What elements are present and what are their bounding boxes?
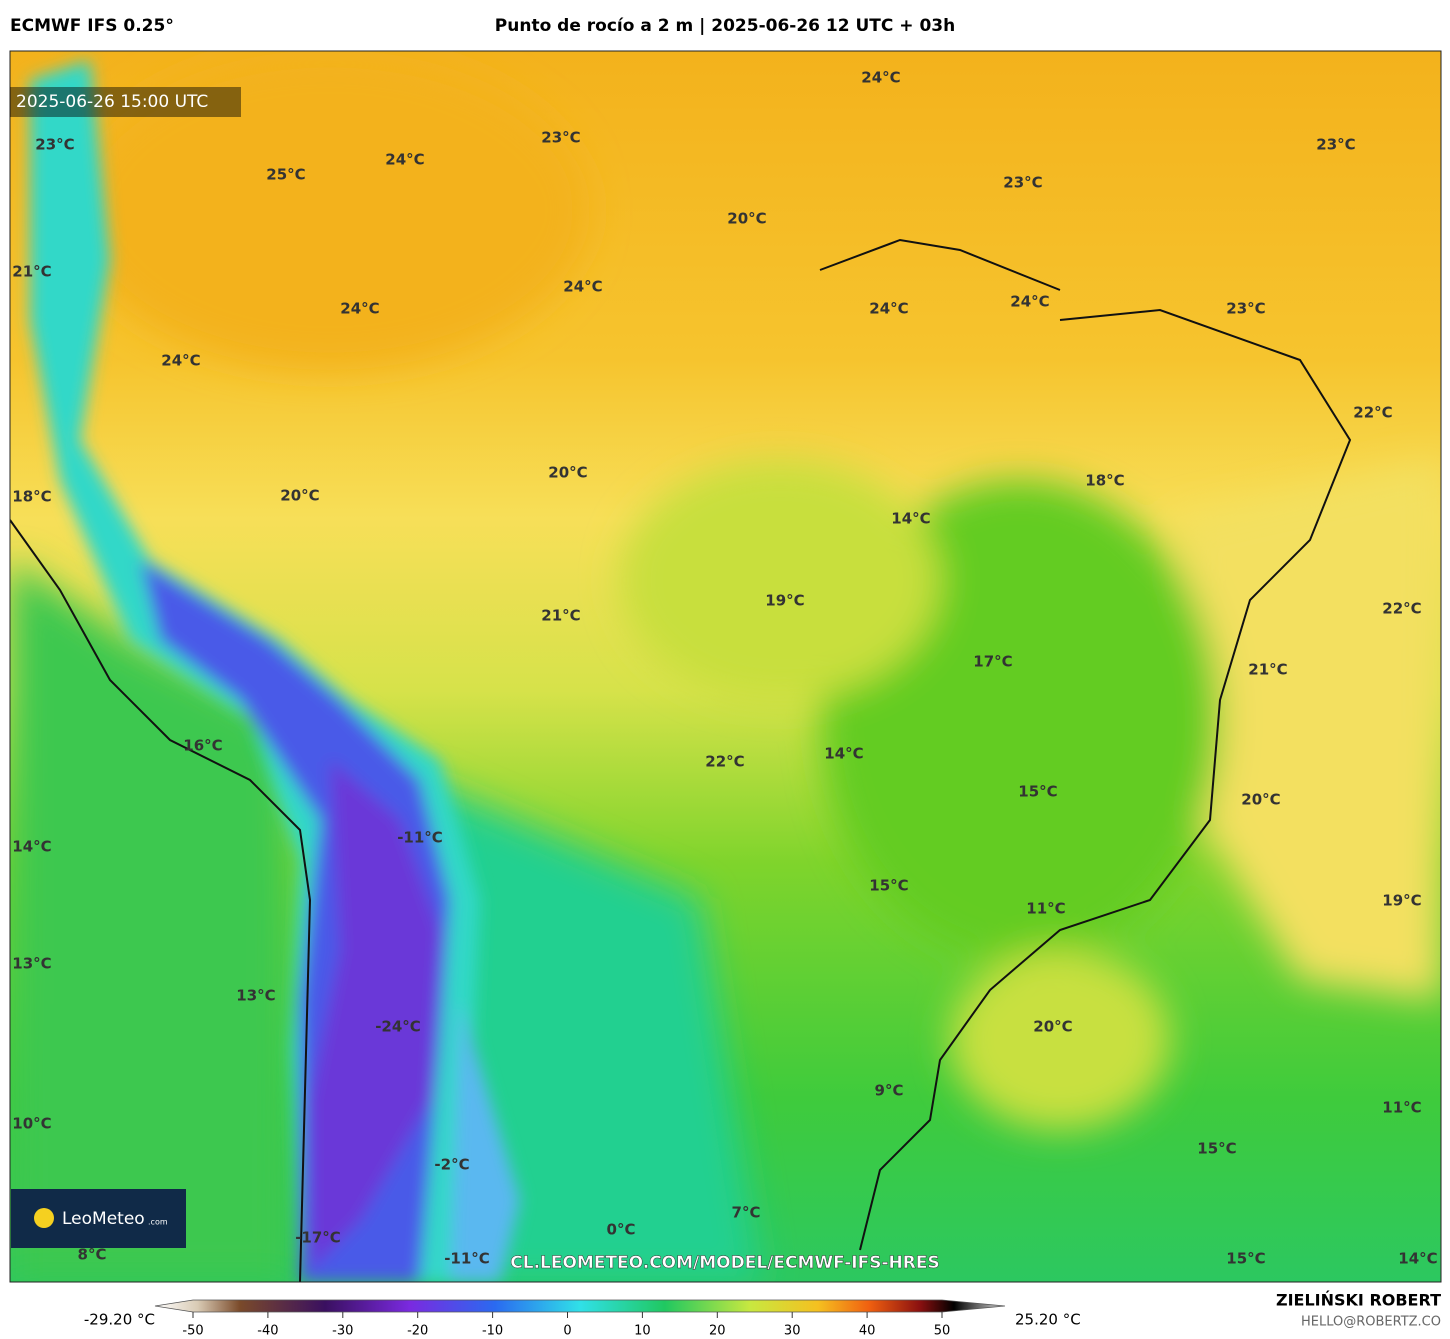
map-label: 9°C: [875, 1082, 904, 1100]
map-label: 15°C: [1226, 1250, 1265, 1268]
map-label: 24°C: [340, 300, 379, 318]
map-label: 21°C: [1248, 661, 1287, 679]
logo: LeoMeteo: [62, 1209, 145, 1229]
map-label: 15°C: [1197, 1140, 1236, 1158]
map-label: 14°C: [891, 510, 930, 528]
colorbar-tick-label: -10: [482, 1324, 503, 1339]
map-label: 23°C: [1316, 136, 1355, 154]
colorbar-min: -29.20 °C: [84, 1311, 155, 1329]
map-label: 24°C: [861, 69, 900, 87]
map-label: 24°C: [869, 300, 908, 318]
colorbar-tick-label: -30: [332, 1324, 353, 1339]
map-label: -24°C: [375, 1018, 421, 1036]
colorbar-tick-label: -50: [182, 1324, 203, 1339]
map-label: 10°C: [12, 1115, 51, 1133]
map-label: 15°C: [1018, 783, 1057, 801]
map-label: 8°C: [78, 1246, 107, 1264]
map-title: Punto de rocío a 2 m | 2025-06-26 12 UTC…: [495, 16, 955, 36]
map-label: 23°C: [1226, 300, 1265, 318]
map-field: [10, 51, 1441, 1282]
colorbar: [154, 1299, 1006, 1313]
map-label: 24°C: [563, 278, 602, 296]
map-label: -17°C: [295, 1229, 341, 1247]
colorbar-tick-label: 0: [563, 1324, 571, 1339]
map-label: 22°C: [1353, 404, 1392, 422]
map-label: 20°C: [280, 487, 319, 505]
colorbar-tick-label: 30: [784, 1324, 801, 1339]
map-label: 23°C: [541, 129, 580, 147]
map-label: 13°C: [236, 987, 275, 1005]
colorbar-tick-label: 50: [934, 1324, 951, 1339]
map-label: 22°C: [1382, 600, 1421, 618]
colorbar-max: 25.20 °C: [1015, 1311, 1081, 1329]
colorbar-tick-label: 10: [634, 1324, 651, 1339]
map-label: 20°C: [727, 210, 766, 228]
map-label: 18°C: [12, 488, 51, 506]
map-label: 11°C: [1382, 1099, 1421, 1117]
map-label: 23°C: [1003, 174, 1042, 192]
map-label: 24°C: [161, 352, 200, 370]
map-label: 16°C: [183, 737, 222, 755]
timestamp-box: [10, 87, 241, 117]
map-label: 25°C: [266, 166, 305, 184]
map-label: 20°C: [1033, 1018, 1072, 1036]
map-label: 19°C: [1382, 892, 1421, 910]
colorbar-tick-label: -20: [407, 1324, 428, 1339]
map-label: 19°C: [765, 592, 804, 610]
map-label: 17°C: [973, 653, 1012, 671]
colorbar-tick-label: 40: [859, 1324, 876, 1339]
author: ZIELIŃSKI ROBERT: [1276, 1291, 1441, 1310]
map-label: 20°C: [548, 464, 587, 482]
map-label: -11°C: [397, 829, 443, 847]
colorbar-tick-label: -40: [257, 1324, 278, 1339]
map-label: 23°C: [35, 136, 74, 154]
map-label: 18°C: [1085, 472, 1124, 490]
colorbar-tick-label: 20: [709, 1324, 726, 1339]
map-label: 11°C: [1026, 900, 1065, 918]
map-label: 21°C: [541, 607, 580, 625]
map-label: 20°C: [1241, 791, 1280, 809]
map-label: 15°C: [869, 877, 908, 895]
map-label: 14°C: [12, 838, 51, 856]
map-label: 21°C: [12, 263, 51, 281]
map-label: 0°C: [607, 1221, 636, 1239]
model-name: ECMWF IFS 0.25°: [10, 16, 174, 36]
watermark: CL.LEOMETEO.COM/MODEL/ECMWF-IFS-HRES: [510, 1253, 939, 1273]
timestamp: 2025-06-26 15:00 UTC: [16, 92, 208, 112]
logo-sun: [34, 1208, 54, 1228]
map-label: 24°C: [385, 151, 424, 169]
map-label: 13°C: [12, 955, 51, 973]
map-label: 14°C: [824, 745, 863, 763]
map-label: 22°C: [705, 753, 744, 771]
logo-suffix: .com: [148, 1218, 168, 1227]
map-label: 14°C: [1398, 1250, 1437, 1268]
value-labels: 24°C 23°C 23°C 24°C 25°C 23°C 23°C 20°C 21°C 24°C…: [12, 69, 1437, 1268]
map-label: -2°C: [434, 1156, 469, 1174]
contact: HELLO@ROBERTZ.CO: [1301, 1315, 1441, 1330]
map-label: -11°C: [444, 1250, 490, 1268]
map-label: 7°C: [732, 1204, 761, 1222]
map-label: 24°C: [1010, 293, 1049, 311]
map-frame: [9, 50, 1442, 1283]
